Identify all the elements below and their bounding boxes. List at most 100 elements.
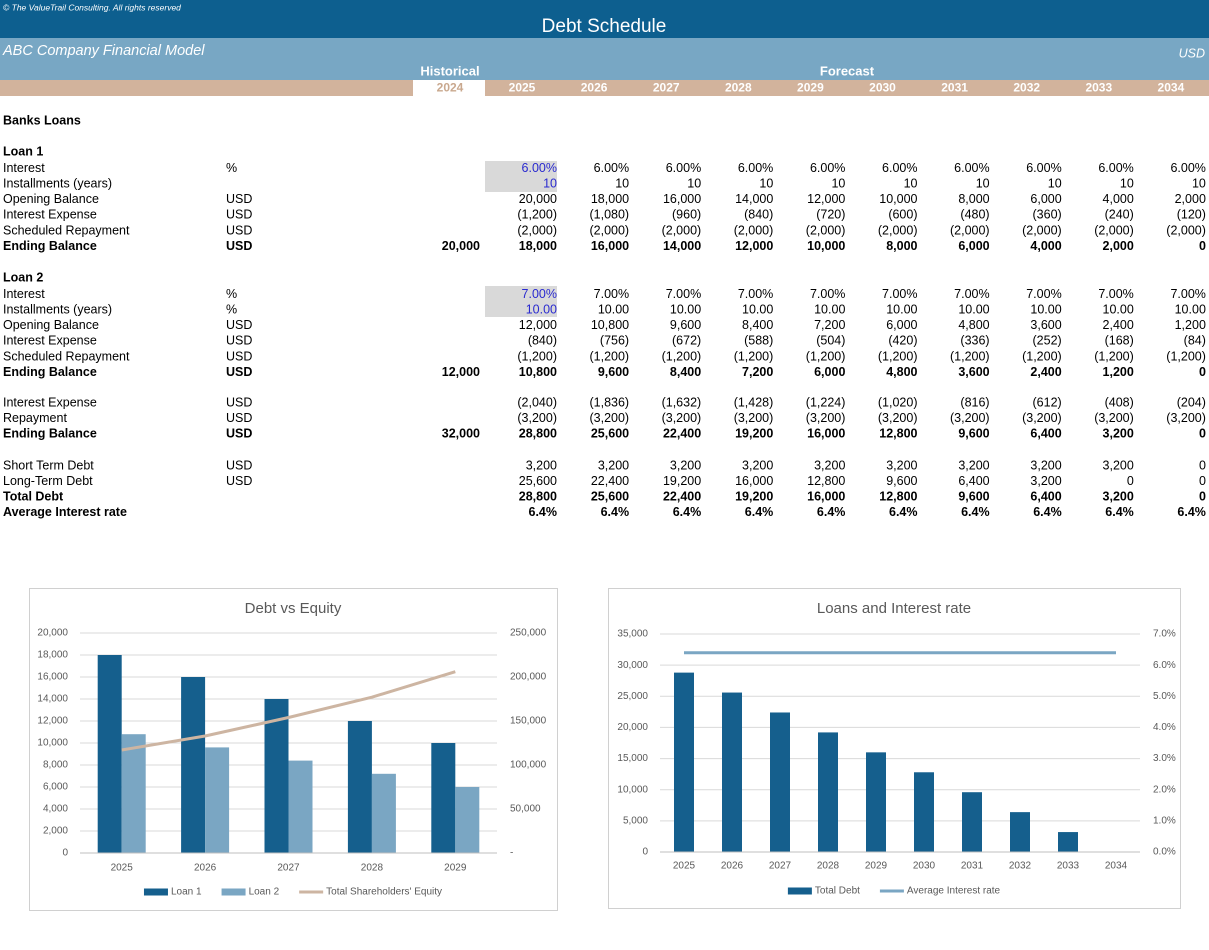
cell-value: 25,600 (519, 474, 557, 488)
year-header: 2028 (725, 81, 752, 95)
cell-value: 2,000 (1103, 239, 1134, 253)
row-label: Ending Balance (3, 426, 97, 440)
y-tick-label: 10,000 (37, 738, 68, 749)
row-unit: USD (226, 426, 252, 440)
row-unit: USD (226, 239, 252, 253)
y-tick-label: 0 (642, 847, 648, 858)
cell-value: (1,224) (806, 395, 846, 409)
row-unit: USD (226, 223, 252, 237)
y-tick-label: 18,000 (37, 650, 68, 661)
row-unit: USD (226, 334, 252, 348)
bar (347, 721, 372, 853)
cell-value: 6.4% (817, 505, 846, 519)
cell-value: 12,000 (735, 239, 773, 253)
cell-value: 7.00% (738, 287, 773, 301)
cell-value: (1,200) (1166, 349, 1206, 363)
legend-label: Total Shareholders' Equity (326, 887, 442, 898)
bar (722, 692, 742, 852)
bar (962, 792, 982, 852)
y2-tick-label: 200,000 (510, 672, 547, 683)
cell-value: 4,800 (886, 365, 917, 379)
legend-swatch (143, 888, 168, 896)
year-header: 2029 (797, 81, 824, 95)
cell-value: 14,000 (735, 192, 773, 206)
cell-value: 6.4% (1177, 505, 1206, 519)
cell-value: 2,400 (1103, 318, 1134, 332)
cell-value: 9,600 (958, 489, 989, 503)
block-title: Loan 1 (3, 144, 43, 158)
cell-value: (3,200) (662, 411, 702, 425)
cell-value: (420) (888, 334, 917, 348)
cell-value: 0 (1199, 239, 1206, 253)
cell-value: 10 (1120, 176, 1134, 190)
cell-value: 10 (1048, 176, 1062, 190)
cell-value: (1,428) (734, 395, 774, 409)
cell-value: (2,000) (517, 223, 557, 237)
y2-tick-label: 7.0% (1153, 629, 1176, 640)
row-unit: USD (226, 411, 252, 425)
historical-value: 32,000 (442, 426, 480, 440)
cell-value: 10 (615, 176, 629, 190)
year-band (0, 80, 1209, 96)
y2-tick-label: 2.0% (1153, 784, 1176, 795)
cell-value: (240) (1105, 208, 1134, 222)
cell-value: (816) (960, 395, 989, 409)
cell-value: 6.4% (889, 505, 918, 519)
cell-value: 7.00% (810, 287, 845, 301)
y-tick-label: 2,000 (43, 826, 68, 837)
y2-tick-label: - (510, 848, 513, 859)
cell-value: 10.00 (958, 302, 989, 316)
historical-label: Historical (420, 63, 479, 78)
cell-value: 6,400 (1030, 489, 1061, 503)
cell-value: 16,000 (735, 474, 773, 488)
x-tick-label: 2029 (444, 863, 467, 874)
cell-value: 4,000 (1030, 239, 1061, 253)
input-value: 10.00 (526, 302, 557, 316)
row-label: Installments (years) (3, 176, 112, 190)
row-label: Ending Balance (3, 239, 97, 253)
legend: Loan 1 Loan 2 Total Shareholders' Equity (143, 887, 442, 898)
cell-value: (1,200) (662, 349, 702, 363)
cell-value: 7,200 (814, 318, 845, 332)
title-bar (0, 0, 1209, 38)
cell-value: 28,800 (519, 426, 557, 440)
cell-value: (1,836) (589, 395, 629, 409)
row-label: Interest Expense (3, 395, 97, 409)
cell-value: 6.00% (594, 161, 629, 175)
cell-value: (1,200) (589, 349, 629, 363)
cell-value: 7,200 (742, 365, 773, 379)
cell-value: (3,200) (878, 411, 918, 425)
cell-value: 4,000 (1103, 192, 1134, 206)
row-label: Interest Expense (3, 334, 97, 348)
cell-value: (588) (744, 334, 773, 348)
row-unit: USD (226, 395, 252, 409)
copyright: © The ValueTrail Consulting. All rights … (3, 2, 181, 12)
cell-value: (1,200) (1094, 349, 1134, 363)
chart: Debt vs Equity 0 2,000 4,000 6,000 8,000 10,00… (37, 600, 546, 898)
cell-value: 8,400 (670, 365, 701, 379)
cell-value: 28,800 (519, 489, 557, 503)
y-tick-label: 25,000 (617, 691, 648, 702)
row-unit: USD (226, 365, 252, 379)
bar (1058, 832, 1078, 852)
section-title: Banks Loans (3, 113, 81, 127)
cell-value: (84) (1184, 334, 1206, 348)
x-tick-label: 2031 (961, 861, 984, 872)
cell-value: 16,000 (591, 239, 629, 253)
cell-value: 0 (1199, 426, 1206, 440)
chart-frame (608, 588, 1181, 909)
cell-value: 10.00 (742, 302, 773, 316)
row-label: Scheduled Repayment (3, 349, 130, 363)
chart-title: Loans and Interest rate (817, 600, 971, 617)
cell-value: 7.00% (1026, 287, 1061, 301)
cell-value: (3,200) (806, 411, 846, 425)
cell-value: (720) (816, 208, 845, 222)
year-header: 2031 (941, 81, 968, 95)
cell-value: 3,200 (1030, 474, 1061, 488)
cell-value: 3,600 (1030, 318, 1061, 332)
cell-value: 25,600 (591, 489, 629, 503)
bar (97, 655, 122, 853)
cell-value: 4,800 (958, 318, 989, 332)
x-tick-label: 2028 (361, 863, 384, 874)
